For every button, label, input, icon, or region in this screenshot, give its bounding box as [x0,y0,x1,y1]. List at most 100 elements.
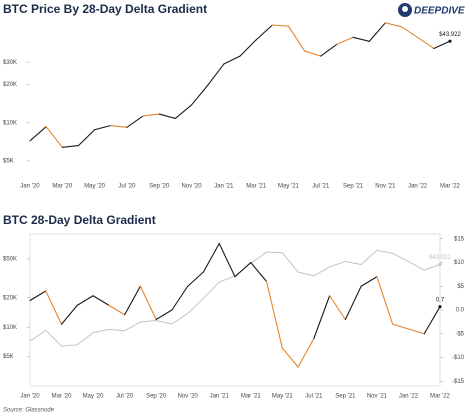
line-segment [368,22,386,42]
line-segment [400,26,419,39]
y2-tick-label: $15 [454,236,465,242]
source: Source: Glassnode [3,408,55,414]
y2-tick-label: -$5 [455,331,464,337]
y2-tick-label: $5 [457,284,464,290]
x-tick-label: Nov '20 [178,394,199,400]
x-tick-label: Sep '21 [335,394,356,400]
line-segment [287,25,306,52]
line-segment [124,285,141,316]
y-tick-label: $20K [3,82,17,88]
line-segment [384,22,403,28]
line-segment [218,242,236,278]
logo-text: DEEPDIVE [414,6,465,17]
line-segment [281,347,299,368]
x-tick-label: Nov '21 [367,394,388,400]
line-segment [110,124,128,128]
chart-title: BTC Price By 28-Day Delta Gradient [3,2,207,16]
x-tick-label: Mar '21 [241,394,261,400]
x-tick-label: Sep '20 [149,184,170,190]
x-tick-label: Jan '20 [20,184,40,190]
value-label: 0.7 [436,297,445,303]
chart-title: BTC 28-Day Delta Gradient [3,213,156,227]
line-segment [77,129,96,147]
x-tick-label: Nov '21 [375,184,396,190]
line-segment [92,295,110,306]
point [438,262,442,267]
line-segment [329,295,346,321]
line-segment [76,295,94,306]
x-tick-label: Jan '21 [214,184,234,190]
line-segment [158,113,176,120]
x-tick-label: Jul '21 [305,394,323,400]
value-label: $43,922 [439,32,461,38]
line-segment [126,115,144,128]
x-tick-label: Sep '21 [343,184,364,190]
y2-tick-label: $10 [454,260,465,266]
line-segment [360,276,378,287]
line-segment [376,276,394,325]
line-segment [171,285,189,311]
line-segment [239,39,257,57]
x-tick-label: Sep '20 [146,394,167,400]
line-segment [433,40,451,49]
y-tick-label: $50K [3,257,17,263]
x-tick-label: Jan '21 [210,394,230,400]
line-segment [155,309,173,321]
line-segment [187,271,205,287]
logo: DEEPDIVE [398,3,465,17]
line-segment [223,55,241,65]
plot-border [29,233,441,387]
line-segment [255,24,273,41]
x-tick-label: Jul '20 [118,184,136,190]
line-series [29,249,441,347]
line-segment [250,261,268,283]
value-label: $43,922 [429,255,451,261]
line-segment [271,24,290,27]
line-segment [313,295,331,340]
y-tick-label: $10K [3,120,17,126]
logo-icon [402,6,408,12]
line-segment [407,328,425,335]
x-tick-label: May '20 [83,394,104,400]
line-segment [139,285,157,321]
x-tick-label: Mar '20 [52,184,72,190]
x-tick-label: Mar '20 [52,394,72,400]
x-tick-label: May '21 [278,184,299,190]
line-segment [45,290,63,325]
point [448,39,452,43]
x-tick-label: Jan '22 [399,394,419,400]
line-segment [320,43,338,57]
line-segment [29,290,47,302]
line-segment [94,124,112,131]
line-segment [190,84,209,106]
line-segment [174,104,193,120]
line-segment [392,323,410,330]
x-tick-label: Jan '22 [408,184,428,190]
line-segment [344,285,362,321]
x-tick-label: Jul '21 [312,184,330,190]
line-segment [417,36,435,49]
x-tick-label: Jan '20 [20,394,40,400]
y-tick-label: $30K [3,60,17,66]
y-tick-label: $10K [3,325,17,331]
y2-tick-label: -$10 [452,355,465,361]
x-tick-label: May '21 [272,394,293,400]
line-segment [202,242,220,273]
line-segment [297,337,315,368]
point [438,305,442,309]
line-segment [142,113,160,117]
line-segment [336,36,354,45]
line-segment [234,261,252,278]
y-tick-label: $5K [3,158,14,164]
line-segment [304,50,322,57]
x-tick-label: May '20 [84,184,105,190]
x-tick-label: Nov '20 [181,184,202,190]
y2-tick-label: -$15 [452,379,465,385]
line-segment [45,126,63,148]
line-segment [29,126,47,142]
line-segment [61,145,80,148]
x-tick-label: Mar '22 [430,394,450,400]
y-tick-label: $20K [3,295,17,301]
line-segment [352,36,370,42]
